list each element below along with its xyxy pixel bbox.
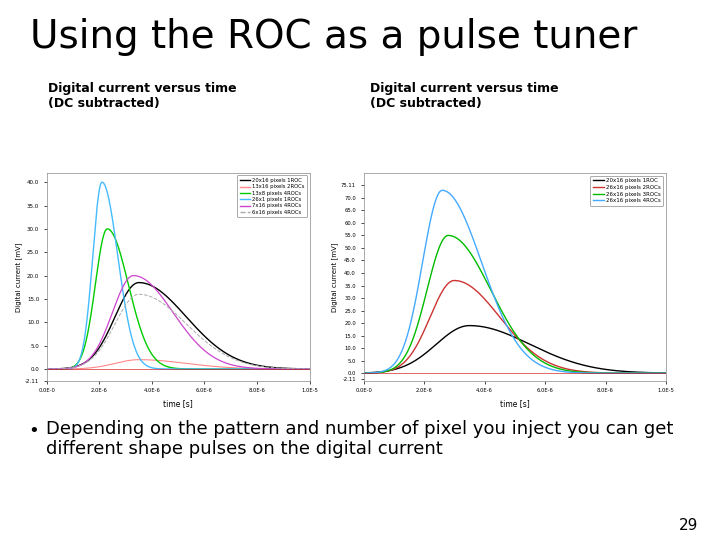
X-axis label: time [s]: time [s] xyxy=(163,399,193,408)
X-axis label: time [s]: time [s] xyxy=(500,399,530,408)
Text: different shape pulses on the digital current: different shape pulses on the digital cu… xyxy=(46,440,443,458)
Y-axis label: Digital current [mV]: Digital current [mV] xyxy=(331,242,338,312)
Text: 29: 29 xyxy=(679,518,698,534)
Legend: 20x16 pixels 1ROC, 26x16 pixels 2ROCs, 26x16 pixels 3ROCs, 26x16 pixels 4ROCs: 20x16 pixels 1ROC, 26x16 pixels 2ROCs, 2… xyxy=(590,176,663,206)
Text: •: • xyxy=(28,422,39,440)
Text: Using the ROC as a pulse tuner: Using the ROC as a pulse tuner xyxy=(30,18,637,56)
Text: Digital current versus time
(DC subtracted): Digital current versus time (DC subtract… xyxy=(370,82,559,110)
Y-axis label: Digital current [mV]: Digital current [mV] xyxy=(15,242,22,312)
Text: Depending on the pattern and number of pixel you inject you can get: Depending on the pattern and number of p… xyxy=(46,420,673,438)
Text: Digital current versus time
(DC subtracted): Digital current versus time (DC subtract… xyxy=(48,82,237,110)
Legend: 20x16 pixels 1ROC, 13x16 pixels 2ROCs, 13x8 pixels 4ROCs, 26x1 pixels 1ROCs, 7x1: 20x16 pixels 1ROC, 13x16 pixels 2ROCs, 1… xyxy=(237,176,307,217)
